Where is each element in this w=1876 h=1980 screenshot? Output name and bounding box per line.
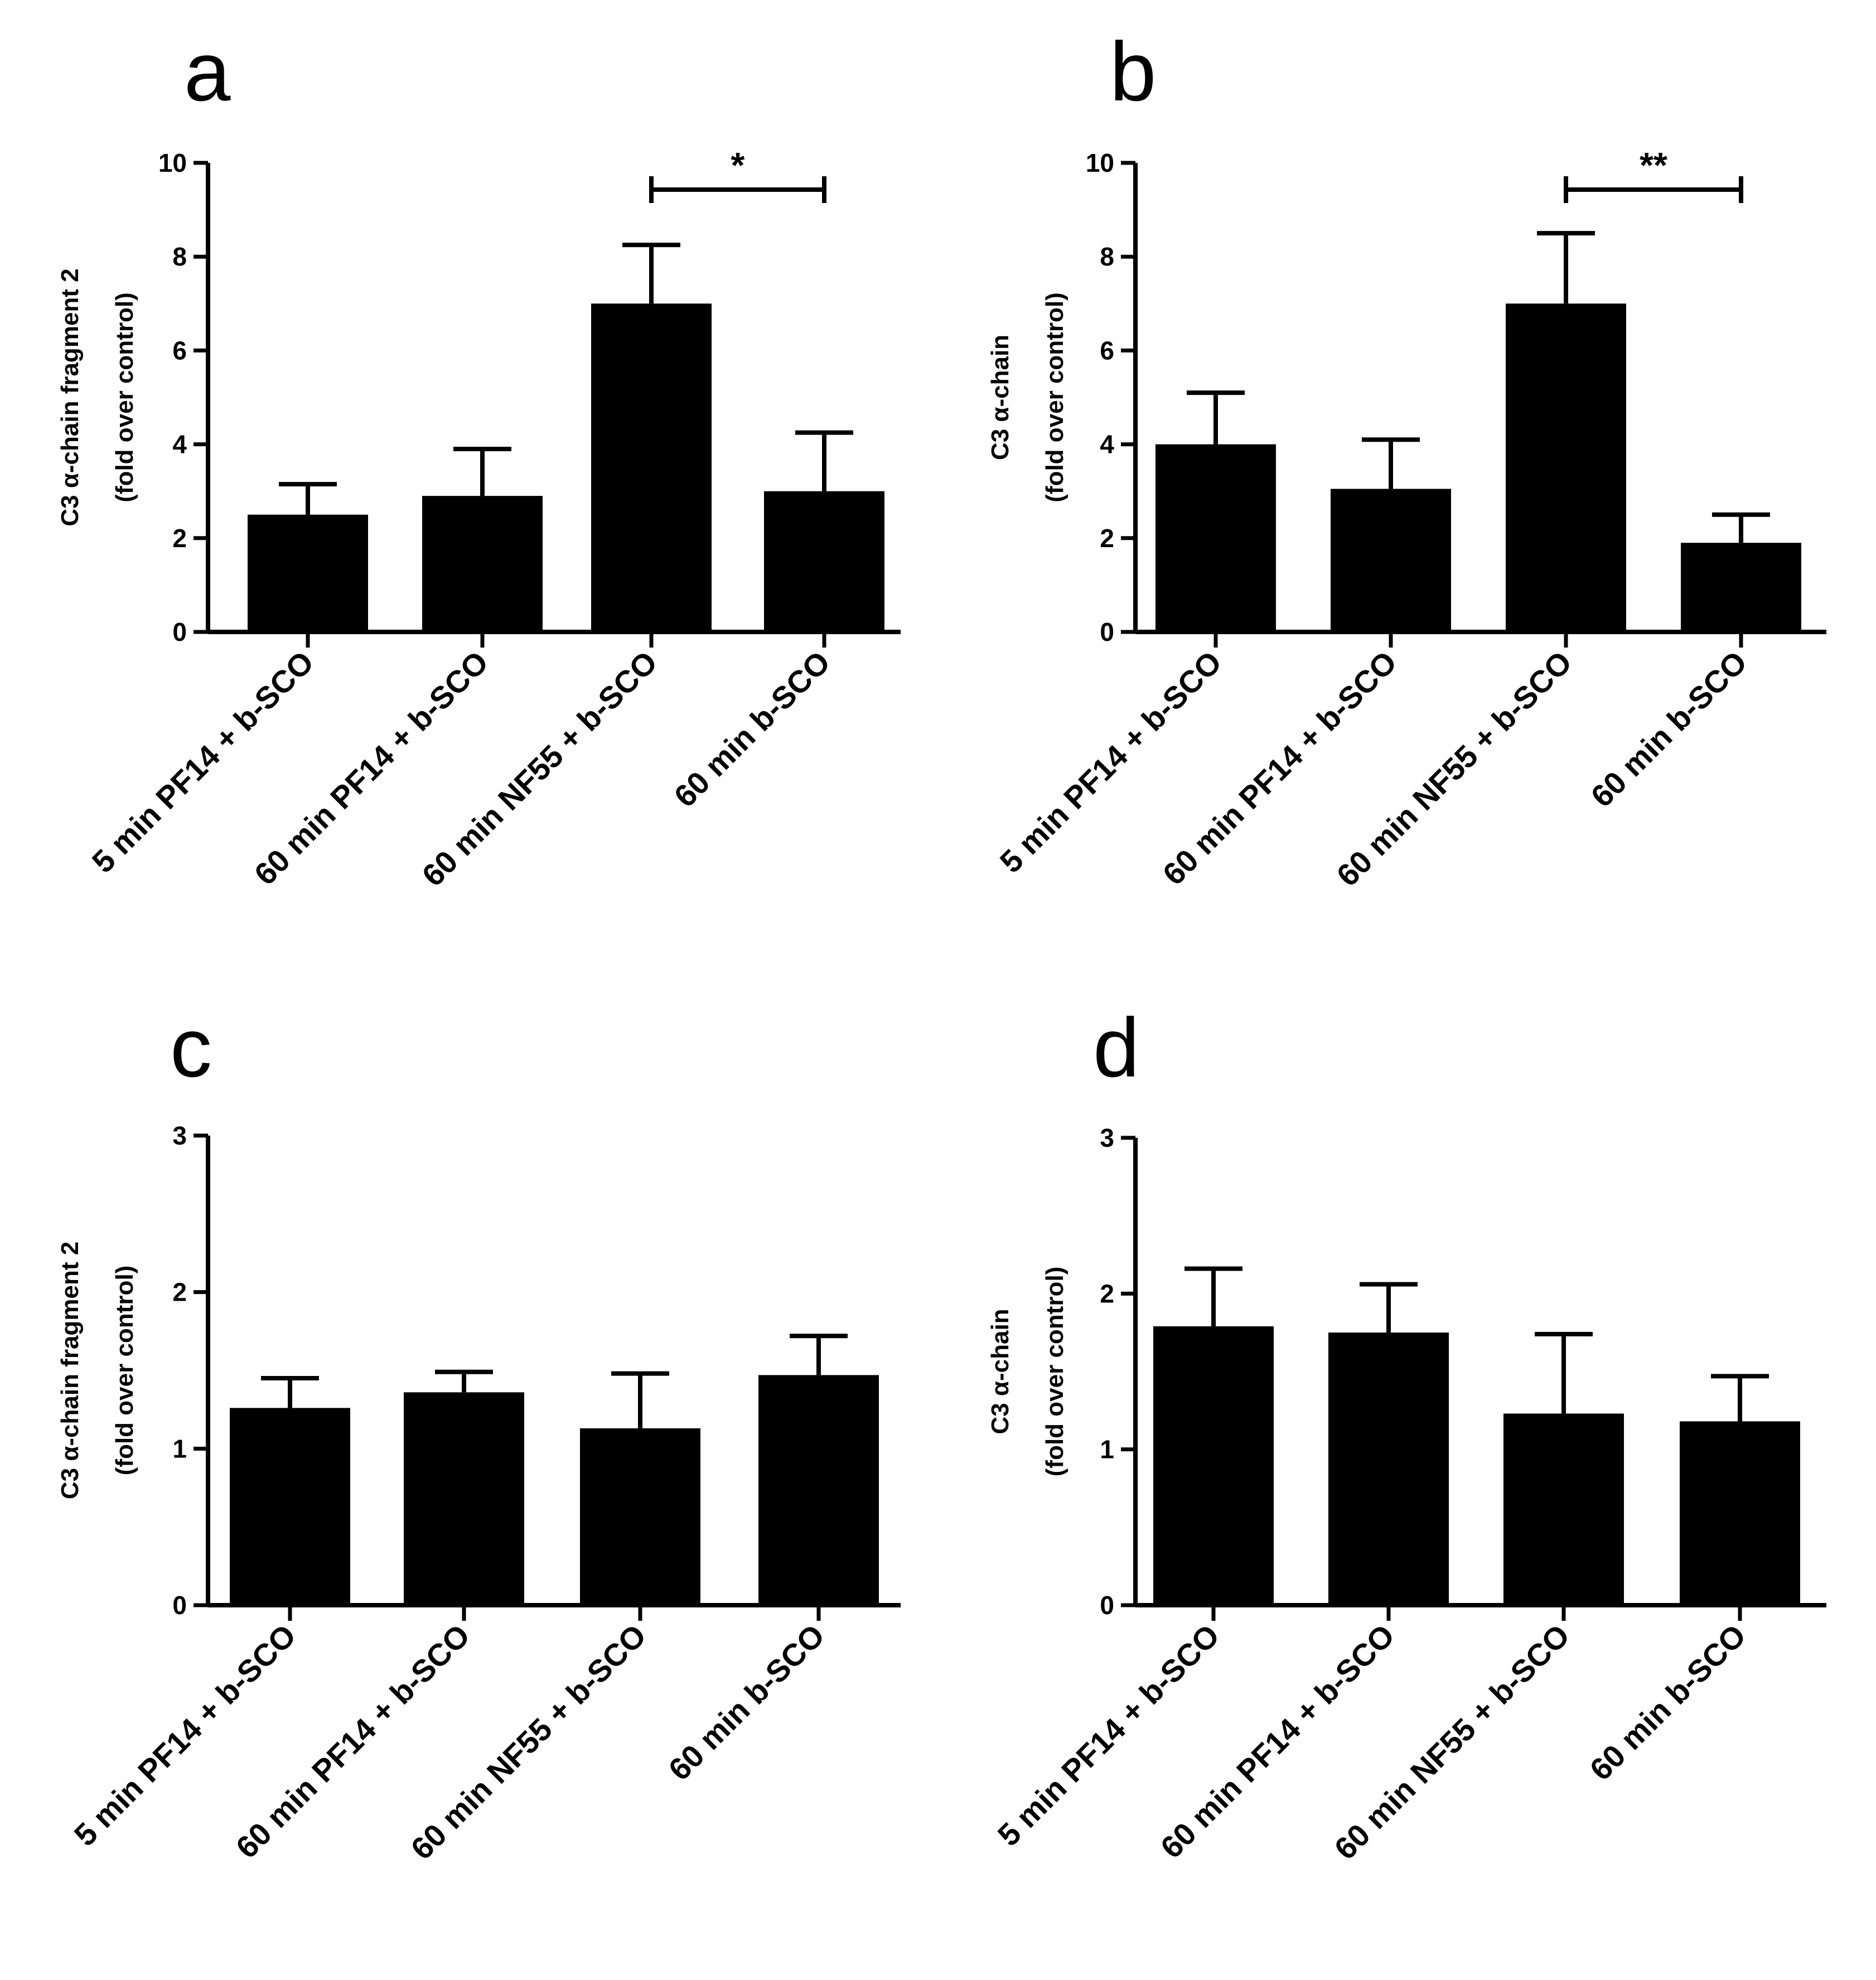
panel-a-y-axis-title-line1: C3 α-chain fragment 2 <box>56 268 84 526</box>
panel-c-bar <box>758 1375 879 1605</box>
panel-d-category-label: 60 min b-SCO <box>1583 1617 1752 1787</box>
panel-d-bar <box>1328 1332 1449 1605</box>
panel-a-bar <box>764 491 884 632</box>
panel-c-y-tick-label: 3 <box>172 1121 187 1150</box>
panel-b-y-tick-label: 2 <box>1100 524 1114 553</box>
panel-a-category-label: 60 min b-SCO <box>667 644 837 814</box>
panel-d-y-axis-title-line2: (fold over control) <box>1041 1267 1068 1476</box>
panel-c-category-label: 60 min b-SCO <box>661 1617 831 1787</box>
panel-b-y-tick-label: 4 <box>1100 430 1114 459</box>
panel-a-letter: a <box>184 25 231 118</box>
panel-d-letter: d <box>1093 1001 1139 1094</box>
panel-a-y-tick-label: 6 <box>172 336 187 365</box>
panel-c-y-axis-title-line2: (fold over control) <box>111 1266 138 1475</box>
panel-a-y-axis-title-line2: (fold over control) <box>111 292 138 502</box>
panel-a-y-tick-label: 0 <box>172 617 187 646</box>
panel-d-y-tick-label: 0 <box>1100 1591 1114 1620</box>
panel-b-bar <box>1155 444 1276 632</box>
panel-a-y-tick-label: 10 <box>158 148 187 177</box>
panel-d-bar <box>1153 1326 1274 1605</box>
panel-c-bar <box>404 1392 524 1605</box>
panel-d-bar <box>1680 1421 1800 1605</box>
panel-b-y-tick-label: 0 <box>1100 617 1114 646</box>
panel-c-y-tick-label: 0 <box>172 1591 187 1620</box>
panel-c-y-axis-title-line1: C3 α-chain fragment 2 <box>56 1242 84 1499</box>
panel-d-y-tick-label: 3 <box>1100 1123 1114 1152</box>
panel-b-y-axis-title-line1: C3 α-chain <box>987 335 1014 460</box>
panel-b-bar <box>1681 543 1801 632</box>
panel-b-y-tick-label: 10 <box>1086 148 1114 177</box>
panel-c: c 0 1 2 3 C3 α-chain fragment 2 (fold over con… <box>56 1001 901 1866</box>
panel-d-y-tick-label: 2 <box>1100 1279 1114 1308</box>
panel-b-sig-label: ** <box>1640 145 1667 185</box>
panel-b-y-axis-title-line2: (fold over control) <box>1041 292 1068 502</box>
panel-a-y-tick-label: 8 <box>172 242 187 271</box>
panel-b-y-tick-label: 8 <box>1100 242 1114 271</box>
panel-b-bar <box>1506 303 1626 632</box>
panel-a-y-tick-label: 2 <box>172 524 187 553</box>
panel-a-bar <box>422 496 543 632</box>
panel-a-y-tick-label: 4 <box>172 430 187 459</box>
panel-d-bar <box>1503 1413 1624 1605</box>
panel-a-bar <box>591 303 712 632</box>
panel-c-y-tick-label: 2 <box>172 1278 187 1307</box>
panel-c-letter: c <box>170 1001 212 1094</box>
panel-b-category-label: 60 min b-SCO <box>1584 644 1753 814</box>
panel-a-sig-label: * <box>731 145 745 185</box>
panel-b-letter: b <box>1110 25 1156 118</box>
panel-a-bar <box>248 514 368 632</box>
panel-b-y-tick-label: 6 <box>1100 336 1114 365</box>
panel-b-bar <box>1331 489 1451 632</box>
panel-d-y-axis-title-line1: C3 α-chain <box>987 1308 1014 1434</box>
panel-c-bar <box>230 1408 350 1605</box>
panel-a: a 0 2 4 6 8 10 C3 α-chain fragment 2 (fold over … <box>56 25 901 893</box>
panel-c-y-tick-label: 1 <box>172 1434 187 1463</box>
panel-c-bar <box>580 1428 700 1605</box>
panel-d-y-tick-label: 1 <box>1100 1435 1114 1464</box>
